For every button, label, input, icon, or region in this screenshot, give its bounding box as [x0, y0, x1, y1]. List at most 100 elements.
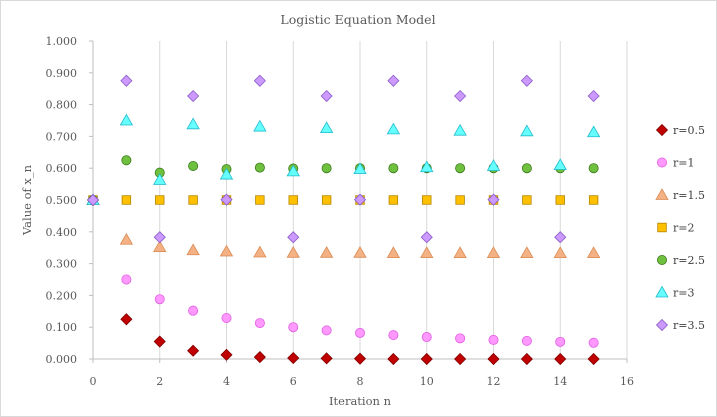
y-tick-label: 0.400: [46, 226, 78, 239]
legend-marker: [655, 188, 669, 200]
y-tick-label: 0.100: [46, 321, 78, 334]
data-point: [253, 245, 267, 258]
data-point: [120, 313, 133, 326]
legend-label: r=3.5: [673, 319, 705, 332]
series-r=3.5: [86, 74, 600, 244]
data-point: [187, 344, 200, 357]
legend-marker: [655, 318, 669, 332]
data-point: [121, 155, 132, 166]
x-tick-label: 4: [223, 375, 230, 388]
legend-label: r=2: [673, 222, 694, 235]
data-points: [86, 74, 601, 366]
data-point: [520, 124, 534, 137]
x-tick-label: 14: [553, 375, 567, 388]
data-point: [553, 158, 567, 170]
data-point: [254, 162, 265, 173]
data-point: [455, 163, 466, 174]
data-point: [220, 193, 233, 206]
series-r=2.5: [88, 155, 599, 205]
data-point: [320, 352, 333, 365]
x-tick-labels: 0 2 4 6 8 10 12 14 16: [90, 375, 635, 388]
data-point: [188, 305, 199, 316]
y-tick-label: 0.700: [46, 130, 78, 143]
data-point: [353, 245, 367, 258]
data-point: [454, 89, 467, 103]
data-point: [321, 195, 332, 205]
x-tick-label: 12: [487, 375, 501, 388]
series-r=2: [88, 195, 599, 205]
data-point: [455, 195, 465, 205]
series-r=1: [88, 194, 599, 348]
data-point: [520, 74, 533, 87]
data-point: [253, 351, 266, 364]
legend-label: r=0.5: [673, 124, 705, 137]
data-point: [287, 351, 300, 365]
data-point: [186, 117, 200, 130]
data-point: [487, 352, 500, 366]
data-point: [521, 163, 532, 174]
data-point: [454, 352, 467, 366]
data-point: [188, 160, 199, 171]
legend-marker: [655, 285, 669, 298]
data-point: [286, 245, 300, 258]
y-tick-label: 0.300: [46, 258, 78, 271]
data-point: [488, 334, 499, 345]
data-point: [354, 327, 365, 338]
data-point: [388, 330, 399, 341]
data-point: [253, 119, 267, 132]
x-tick-label: 16: [620, 375, 634, 388]
data-point: [588, 195, 599, 205]
data-point: [587, 352, 600, 366]
data-point: [422, 195, 432, 205]
data-point: [587, 89, 600, 103]
legend: r=0.5 r=1 r=1.5 r=2 r=2.5 r=3 r=3.5: [655, 123, 705, 332]
data-point: [555, 195, 565, 205]
x-tick-label: 0: [90, 375, 97, 388]
data-point: [554, 231, 567, 244]
data-point: [453, 123, 467, 136]
data-point: [219, 167, 234, 180]
data-point: [588, 337, 599, 348]
data-point: [455, 333, 466, 344]
data-point: [221, 312, 232, 323]
data-point: [119, 232, 134, 245]
data-point: [487, 193, 500, 206]
data-point: [120, 74, 133, 87]
series-r=1.5: [86, 193, 601, 259]
data-point: [486, 159, 501, 171]
data-point: [319, 245, 334, 258]
legend-item: r=3: [655, 285, 694, 300]
y-tick-label: 0.900: [46, 67, 78, 80]
data-point: [188, 195, 198, 205]
y-tick-label: 0.000: [46, 353, 78, 366]
data-point: [420, 231, 433, 244]
y-tick-label: 0.500: [46, 194, 78, 207]
series-r=3: [86, 113, 601, 205]
legend-marker: [655, 123, 669, 137]
data-point: [554, 352, 567, 366]
data-point: [388, 163, 399, 174]
y-tick-labels: 0.000 0.100 0.200 0.300 0.400 0.500 0.600 0.700…: [46, 35, 78, 366]
data-point: [486, 246, 501, 259]
data-point: [155, 195, 165, 205]
data-point: [119, 113, 134, 126]
data-point: [186, 243, 200, 256]
legend-label: r=2.5: [673, 254, 705, 267]
data-point: [219, 244, 234, 257]
legend-item: r=0.5: [655, 123, 705, 137]
y-tick-label: 1.000: [46, 35, 78, 48]
data-point: [420, 246, 434, 259]
legend-marker: [657, 254, 668, 265]
data-point: [520, 352, 533, 366]
data-point: [86, 193, 100, 207]
data-point: [420, 160, 434, 173]
legend-item: r=2.5: [657, 254, 705, 267]
data-point: [153, 173, 167, 185]
legend-label: r=3: [673, 287, 694, 300]
data-point: [586, 246, 601, 259]
data-point: [187, 89, 200, 103]
data-point: [387, 352, 400, 366]
data-point: [388, 195, 399, 205]
